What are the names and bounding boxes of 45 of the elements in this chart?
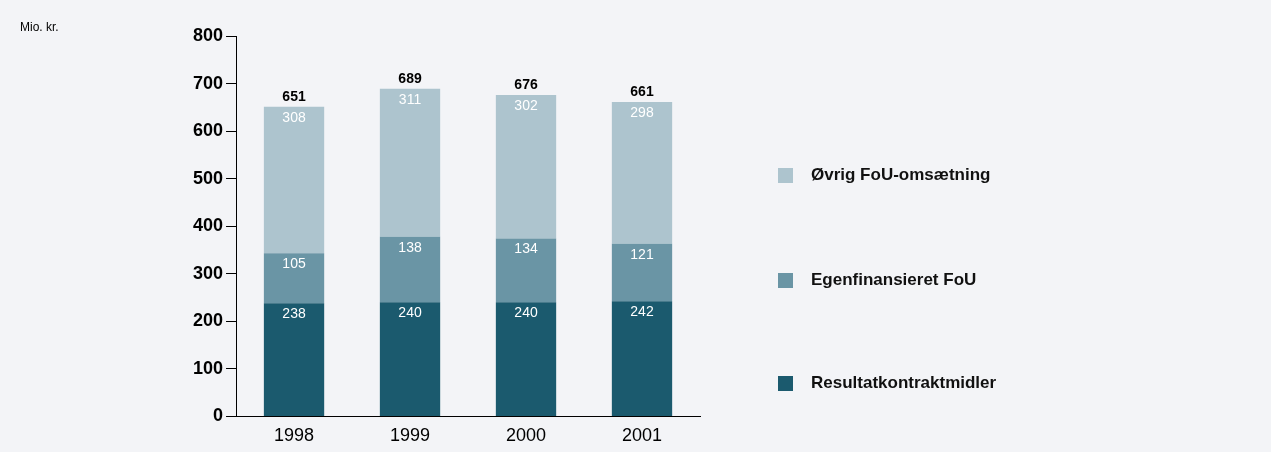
data-label: 308 [282,108,306,125]
y-tick-label: 0 [213,405,224,426]
legend-label: Egenfinansieret FoU [811,270,977,290]
bar [379,88,441,237]
bar [379,236,441,303]
data-label: 242 [630,303,654,320]
total-label: 651 [282,87,306,104]
y-tick-label: 800 [192,24,224,45]
y-tick-label: 500 [192,167,224,188]
y-tick-label: 600 [192,120,224,141]
data-label: 240 [514,304,538,321]
data-label: 298 [630,103,654,120]
data-label: 138 [398,238,422,255]
x-tick-label: 1998 [274,425,315,446]
bar [495,94,557,239]
legend-label: Øvrig FoU-omsætning [811,165,991,185]
data-label: 240 [398,304,422,321]
data-label: 311 [398,90,422,107]
y-tick-label: 300 [192,262,224,283]
data-label: 302 [514,96,538,113]
bar [611,243,673,302]
y-tick-label: 200 [192,310,224,331]
bar [611,301,673,416]
y-tick-label: 700 [192,72,224,93]
legend-label: Resultatkontraktmidler [811,373,997,393]
bar [495,302,557,416]
data-label: 238 [282,305,306,322]
bar [263,253,325,304]
bar [263,106,325,254]
data-label: 121 [630,245,654,262]
data-label: 134 [514,240,538,257]
text: Mio. kr. [20,20,59,34]
bar [611,102,673,244]
y-tick-label: 400 [192,215,224,236]
x-tick-label: 2000 [505,425,547,446]
total-label: 661 [630,82,654,99]
bar [379,302,441,416]
x-tick-label: 1999 [390,425,431,446]
total-label: 676 [514,75,538,92]
y-tick-label: 100 [192,357,224,378]
bar [495,238,557,303]
bar [263,303,325,416]
total-label: 689 [398,69,422,86]
x-tick-label: 2001 [621,425,663,446]
data-label: 105 [282,255,306,272]
